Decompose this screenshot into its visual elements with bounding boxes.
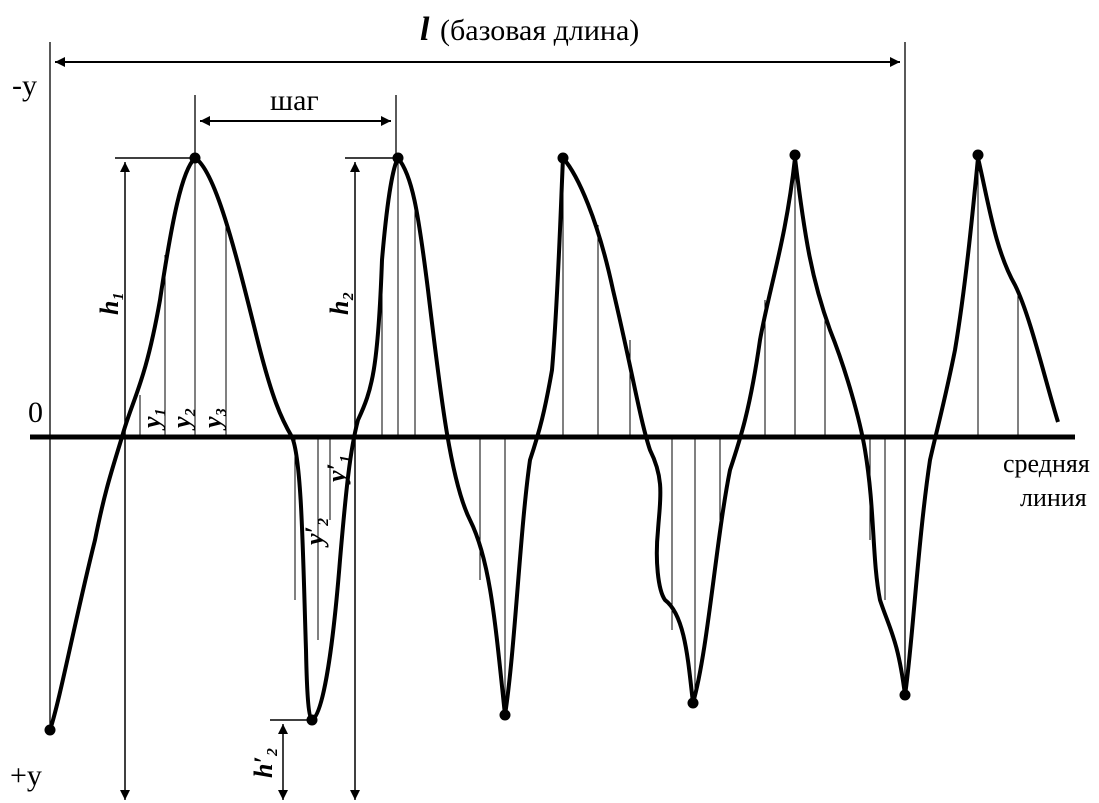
extremum-points: [44, 149, 984, 736]
y3-label: y₃: [198, 407, 227, 431]
h2-label: h₂: [325, 291, 354, 315]
step-label: шаг: [270, 84, 319, 117]
base-length-symbol: l: [420, 11, 430, 48]
profile-curve: [48, 156, 1060, 731]
y2-label: y₂: [167, 407, 196, 431]
y1-label: y₁: [137, 407, 166, 431]
neg-y-label: -y: [12, 69, 37, 102]
y2-prime-label: y′₂: [300, 517, 329, 548]
mean-line-label-2: линия: [1020, 483, 1087, 512]
h1-label: h₁: [95, 291, 124, 315]
extension-lines: [49, 42, 906, 728]
zero-label: 0: [28, 396, 43, 429]
h2-prime-label: h′₂: [249, 747, 278, 778]
y1-prime-label: y′₁: [322, 454, 351, 485]
mean-line-label-1: средняя: [1003, 449, 1090, 478]
ordinate-hatching: [139, 158, 1019, 700]
pos-y-label: +y: [10, 759, 42, 792]
base-length-caption: (базовая длина): [440, 14, 639, 47]
